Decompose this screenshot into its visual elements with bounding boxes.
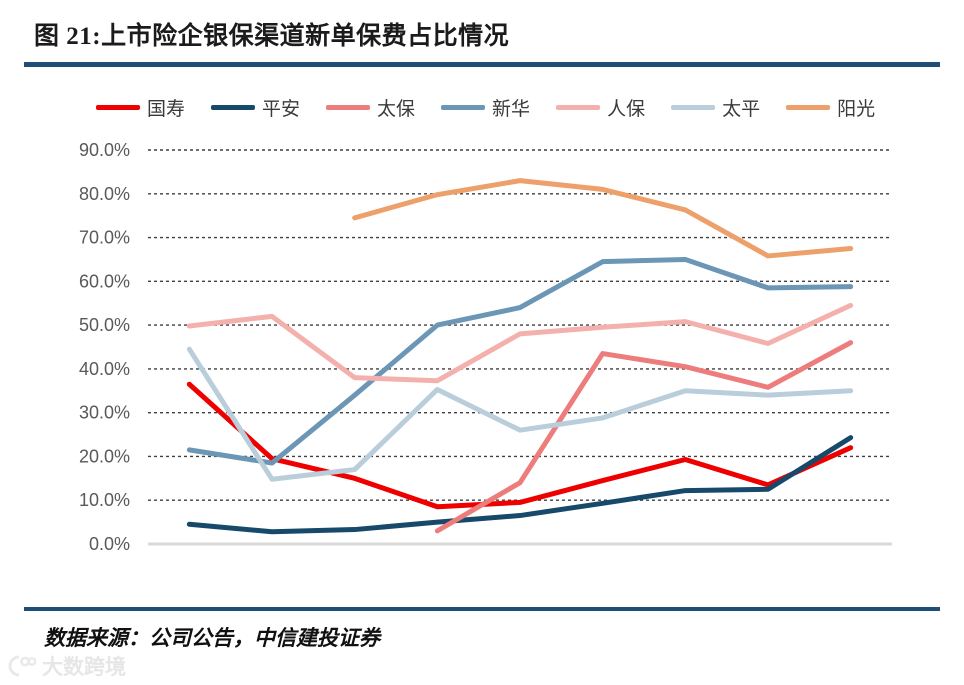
- watermark: 大数跨境: [6, 651, 126, 681]
- watermark-label: 大数跨境: [42, 656, 126, 679]
- y-axis-tick-label: 10.0%: [79, 490, 130, 510]
- legend-label: 新华: [492, 98, 531, 120]
- data-line-国寿: [186, 381, 854, 510]
- y-axis-tick-label: 0.0%: [89, 534, 130, 554]
- data-line-新华: [186, 256, 854, 466]
- footer-divider: [24, 607, 940, 611]
- data-line-太平: [186, 346, 854, 482]
- legend-label: 太平: [722, 98, 761, 120]
- legend-swatch-icon: [671, 104, 716, 110]
- legend-swatch-icon: [556, 104, 601, 110]
- y-axis-tick-label: 70.0%: [79, 228, 130, 248]
- y-axis-tick-label: 30.0%: [79, 403, 130, 423]
- legend-item-平安[interactable]: 平安: [211, 94, 300, 121]
- source-note: 数据来源：公司公告，中信建投证券: [44, 626, 380, 650]
- legend-item-新华[interactable]: 新华: [441, 94, 530, 121]
- legend-swatch-icon: [96, 104, 140, 110]
- data-line-阳光: [352, 178, 854, 259]
- legend-swatch-icon: [326, 104, 371, 110]
- data-line-人保: [186, 302, 854, 384]
- y-axis-tick-label: 80.0%: [79, 184, 130, 204]
- legend-item-太平[interactable]: 太平: [671, 94, 760, 121]
- legend-item-阳光[interactable]: 阳光: [786, 94, 875, 121]
- title-divider: [24, 62, 940, 67]
- legend-label: 太保: [377, 98, 416, 120]
- legend-swatch-icon: [211, 104, 256, 110]
- line-chart-svg: 0.0% 10.0% 20.0% 30.0% 40.0% 50.0% 60.0% 70.0% 8…: [79, 140, 892, 554]
- legend-label: 平安: [262, 98, 301, 120]
- y-axis-tick-label: 60.0%: [79, 271, 130, 291]
- watermark-logo-icon: [8, 655, 36, 677]
- data-line-太保: [434, 340, 854, 534]
- legend-item-人保[interactable]: 人保: [556, 94, 645, 121]
- legend-label: 阳光: [837, 98, 876, 120]
- legend-swatch-icon: [786, 104, 831, 110]
- y-axis-tick-label: 90.0%: [79, 140, 130, 160]
- y-axis-tick-label: 50.0%: [79, 315, 130, 335]
- y-axis-tick-label: 20.0%: [79, 446, 130, 466]
- legend-swatch-icon: [441, 104, 486, 110]
- legend-label: 人保: [607, 98, 646, 120]
- legend-label: 国寿: [147, 98, 186, 120]
- y-axis-tick-label: 40.0%: [79, 359, 130, 379]
- chart-legend: 国寿 平安 太保 新华 人保 太平 阳光: [96, 92, 896, 122]
- page-title: 图 21:上市险企银保渠道新单保费占比情况: [34, 23, 510, 50]
- data-line-平安: [186, 435, 854, 535]
- legend-item-太保[interactable]: 太保: [326, 94, 415, 121]
- legend-item-国寿[interactable]: 国寿: [96, 94, 185, 121]
- plot-area: 0.0% 10.0% 20.0% 30.0% 40.0% 50.0% 60.0% 70.0% 8…: [0, 130, 964, 560]
